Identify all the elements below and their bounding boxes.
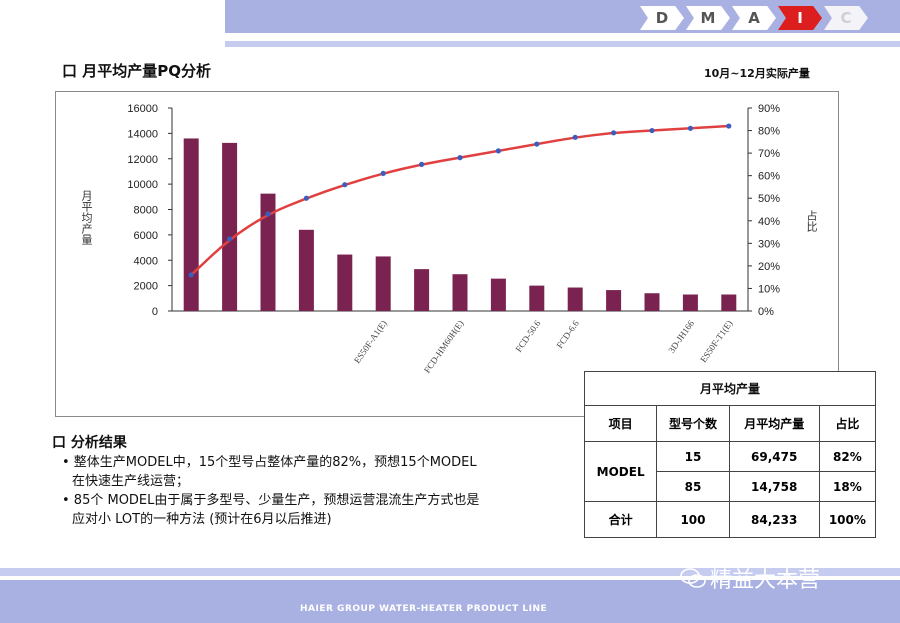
table-cell: 100% — [818, 501, 877, 538]
table-row: 合计 100 84,233 100% — [583, 501, 877, 538]
bottom-line — [0, 568, 900, 576]
results-heading: 口 分析结果 — [52, 435, 127, 451]
table-cell: 15 — [656, 441, 730, 472]
table-cell: 69,475 — [728, 441, 820, 472]
table-cell: 82% — [818, 441, 877, 472]
x-tick-label: ES50F-T1(E) — [698, 318, 734, 364]
x-tick-label: 3D-JH166 — [666, 318, 696, 355]
line-point — [419, 161, 425, 167]
table-cell: 85 — [656, 471, 730, 502]
line-point — [495, 148, 501, 154]
y-tick-label: 16000 — [127, 103, 158, 115]
wechat-icon — [680, 567, 706, 595]
bar — [414, 269, 430, 311]
line-point — [649, 127, 655, 134]
y-tick-label: 2000 — [134, 281, 158, 293]
bar — [529, 285, 545, 311]
table-header: 占比 — [818, 405, 877, 442]
line-point — [611, 130, 617, 136]
y-tick-label: 14000 — [127, 128, 158, 140]
watermark: 精益大本营 — [680, 562, 820, 595]
y2-tick-label: 40% — [758, 216, 780, 228]
y2-tick-label: 80% — [758, 126, 780, 138]
result-bullet-2-cont: 应对小 LOT的一种方法 (预计在6月以后推进) — [72, 512, 332, 527]
bar — [644, 293, 660, 311]
line-point — [303, 195, 309, 201]
bar — [260, 193, 276, 311]
result-bullet-1-cont: 在快速生产线运营； — [72, 474, 190, 489]
x-tick-label: FCD-HM60H(E) — [422, 318, 466, 375]
bar — [452, 274, 468, 311]
table-row: 85 14,758 18% — [585, 471, 877, 502]
table-header-row: 项目 型号个数 月平均产量 占比 — [583, 405, 877, 442]
bar — [183, 138, 199, 311]
bar — [721, 294, 737, 311]
y-tick-label: 6000 — [134, 230, 158, 242]
table-cell: 14,758 — [728, 471, 820, 502]
table-cell: 合计 — [583, 501, 658, 538]
line-point — [457, 155, 463, 161]
y-tick-label: 10000 — [127, 179, 158, 191]
y2-tick-label: 60% — [758, 171, 780, 183]
table-cell: 100 — [656, 501, 730, 538]
bar — [298, 229, 314, 311]
y2-tick-label: 90% — [758, 103, 780, 115]
line-point — [342, 182, 348, 188]
bar — [375, 256, 391, 311]
line-point — [380, 170, 386, 177]
y2-tick-label: 0% — [758, 306, 774, 318]
y2-tick-label: 50% — [758, 193, 780, 205]
y2-tick-label: 70% — [758, 148, 780, 160]
line-point — [534, 141, 540, 147]
bar — [567, 287, 583, 311]
line-point — [726, 123, 732, 129]
table-cell: 18% — [818, 471, 877, 502]
table-row: MODEL 15 69,475 82% — [583, 441, 877, 502]
y-axis-label: 月平均产量 — [80, 190, 93, 245]
result-bullet-1: • 整体生产MODEL中，15个型号占整体产量的82%，预想15个MODEL — [62, 455, 477, 470]
table-header: 月平均产量 — [728, 405, 820, 442]
result-bullet-2: • 85个 MODEL由于属于多型号、少量生产，预想运营混流生产方式也是 — [62, 493, 480, 508]
bar — [682, 294, 698, 311]
line-point — [227, 236, 233, 242]
y-tick-label: 8000 — [134, 205, 158, 217]
bar — [222, 142, 238, 311]
line-point — [265, 211, 271, 217]
y-tick-label: 12000 — [127, 154, 158, 166]
x-tick-label: FCD-50.6 — [513, 318, 542, 354]
analysis-results: 口 分析结果 • 整体生产MODEL中，15个型号占整体产量的82%，预想15个… — [52, 434, 582, 529]
bar — [606, 290, 622, 311]
table-title: 月平均产量 — [584, 371, 876, 406]
x-tick-label: ES50F-A1(E) — [352, 318, 389, 365]
bar — [337, 254, 353, 311]
y2-tick-label: 30% — [758, 238, 780, 250]
summary-table: 月平均产量 项目 型号个数 月平均产量 占比 MODEL 15 69,475 8… — [583, 371, 877, 538]
table-cell: 84,233 — [728, 501, 820, 538]
y2-tick-label: 20% — [758, 261, 780, 273]
line-point — [687, 125, 694, 131]
line-point — [188, 272, 194, 278]
y-tick-label: 0 — [152, 306, 158, 318]
watermark-text: 精益大本营 — [710, 568, 821, 593]
y-tick-label: 4000 — [134, 255, 158, 267]
table-header: 型号个数 — [656, 405, 730, 442]
footer-text: HAIER GROUP WATER-HEATER PRODUCT LINE — [300, 604, 548, 614]
page-subtitle: 10月~12月实际产量 — [704, 67, 810, 80]
y2-axis-label: 占比 — [805, 210, 818, 232]
dmaic-nav: D M A I C — [640, 6, 890, 30]
page-title: 口 月平均产量PQ分析 — [62, 62, 211, 80]
bar — [490, 278, 506, 311]
y2-tick-label: 10% — [758, 283, 780, 295]
x-tick-label: FCD-6.6 — [554, 318, 581, 350]
table-header: 项目 — [583, 405, 658, 442]
top-line — [225, 41, 900, 47]
line-point — [572, 134, 578, 140]
footer-bar — [0, 580, 900, 623]
table-cell: MODEL — [583, 441, 658, 502]
